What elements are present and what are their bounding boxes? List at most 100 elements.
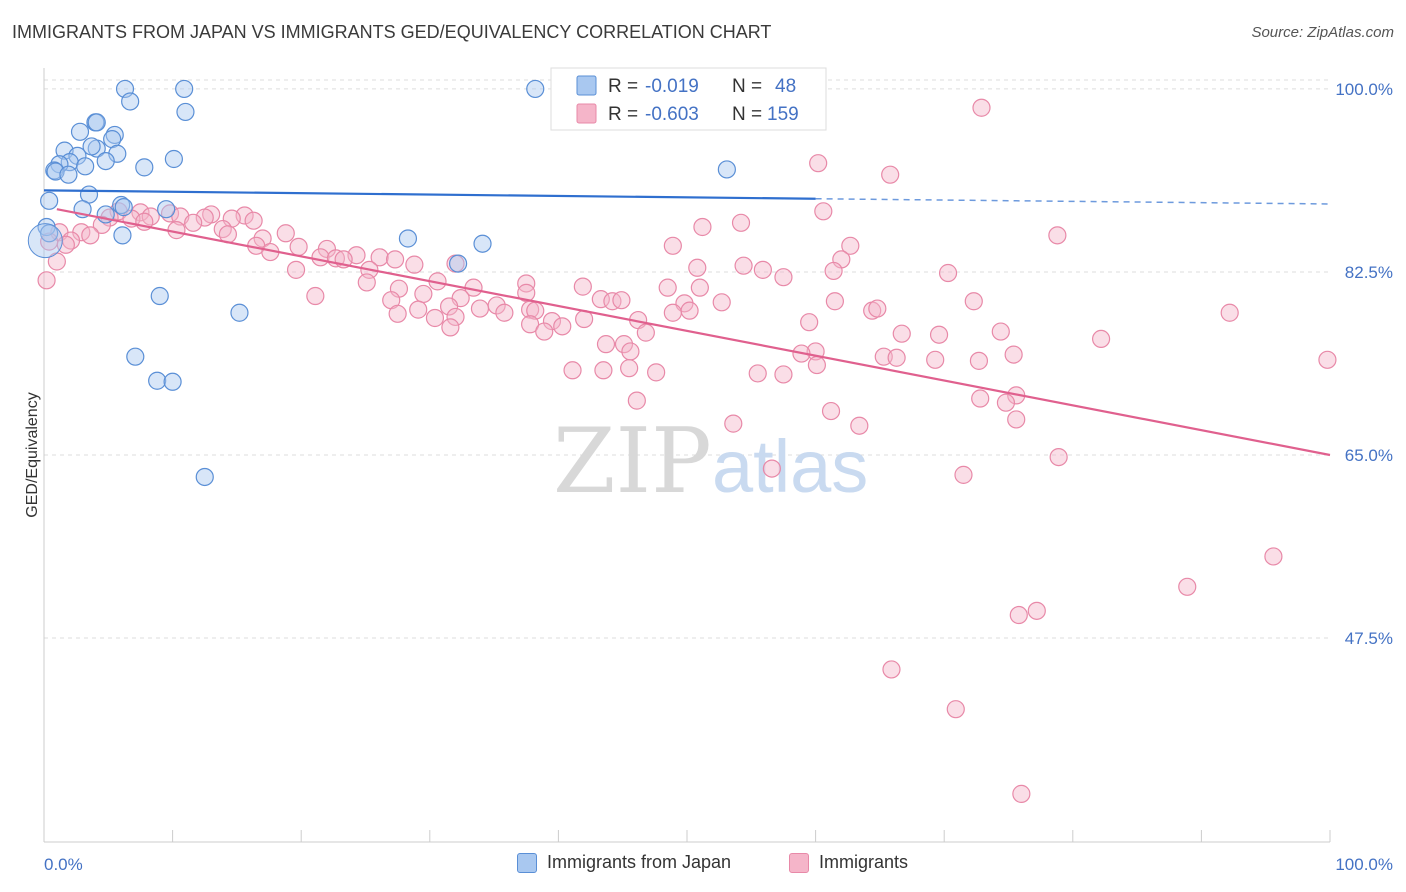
legend-n-label-2: N = <box>732 104 762 125</box>
data-point-immigrants <box>680 301 699 320</box>
data-point-japan <box>87 113 106 132</box>
data-point-immigrants <box>213 219 232 239</box>
data-point-immigrants <box>663 303 682 322</box>
stats-legend-box <box>550 67 827 131</box>
data-point-japan <box>164 149 183 169</box>
data-point-japan <box>59 165 78 184</box>
data-point-japan <box>40 191 59 210</box>
y-tick-label: 100.0% <box>1335 80 1393 99</box>
legend-n-value-1: 48 <box>775 76 796 97</box>
data-point-japan <box>96 151 115 171</box>
data-point-immigrants <box>1091 329 1111 348</box>
legend-n-label-1: N = <box>732 76 762 97</box>
data-point-immigrants <box>996 393 1016 412</box>
data-point-immigrants <box>289 237 308 256</box>
legend-swatch-pink <box>576 103 597 124</box>
data-point-immigrants <box>731 213 751 232</box>
data-point-japan <box>473 234 492 253</box>
data-point-japan <box>70 122 90 141</box>
data-point-immigrants <box>825 292 844 311</box>
y-tick-label: 47.5% <box>1345 629 1393 648</box>
data-point-immigrants <box>409 300 428 319</box>
data-point-immigrants <box>929 325 949 344</box>
data-point-immigrants <box>658 278 677 297</box>
data-point-immigrants <box>414 284 433 304</box>
data-point-immigrants <box>184 213 203 232</box>
data-point-japan <box>717 160 736 179</box>
data-point-japan <box>163 372 182 391</box>
data-point-immigrants <box>814 202 833 221</box>
data-point-immigrants <box>306 286 325 306</box>
data-point-immigrants <box>874 347 893 366</box>
data-point-immigrants <box>56 235 75 254</box>
data-point-immigrants <box>385 250 405 269</box>
data-point-immigrants <box>954 465 973 484</box>
data-point-immigrants <box>636 323 655 342</box>
data-point-immigrants <box>614 335 634 354</box>
data-point-immigrants <box>37 271 56 290</box>
data-point-immigrants <box>596 335 616 354</box>
data-point-immigrants <box>969 351 989 370</box>
data-point-japan <box>526 79 545 99</box>
data-point-immigrants <box>594 361 613 380</box>
data-point-immigrants <box>753 260 772 279</box>
chart-title: IMMIGRANTS FROM JAPAN VS IMMIGRANTS GED/… <box>12 22 772 42</box>
data-point-japan <box>135 158 154 177</box>
data-point-immigrants <box>762 459 781 478</box>
data-point-immigrants <box>1048 226 1067 245</box>
data-point-japan <box>176 102 195 122</box>
data-point-japan <box>76 157 95 176</box>
trend-line-japan-extension <box>815 197 1331 205</box>
data-point-immigrants <box>276 224 295 243</box>
legend-swatch-immigrants <box>789 852 809 873</box>
data-point-japan <box>157 200 176 219</box>
data-point-japan <box>150 286 169 306</box>
data-point-immigrants <box>946 700 965 719</box>
data-point-immigrants <box>938 263 958 283</box>
data-point-immigrants <box>926 350 945 369</box>
data-point-immigrants <box>807 355 826 375</box>
data-point-immigrants <box>841 236 860 255</box>
data-point-immigrants <box>1178 577 1197 596</box>
data-point-immigrants <box>627 391 646 410</box>
data-point-immigrants <box>244 211 263 230</box>
legend-r-label-1: R = <box>608 76 638 97</box>
x-tick-label-min: 0.0% <box>44 855 83 874</box>
data-point-immigrants <box>573 277 592 296</box>
data-point-immigrants <box>612 291 631 310</box>
data-point-immigrants <box>712 293 731 312</box>
data-point-immigrants <box>734 256 753 275</box>
data-point-japan <box>82 137 101 156</box>
data-point-immigrants <box>824 261 843 281</box>
data-point-immigrants <box>1004 345 1023 364</box>
data-point-immigrants <box>971 389 990 408</box>
legend-r-value-1: -0.019 <box>645 76 699 97</box>
data-point-immigrants <box>881 165 900 184</box>
data-point-immigrants <box>809 154 828 173</box>
stats-legend: R = -0.019 N = 48 R = -0.603 N = 159 <box>550 67 827 131</box>
data-point-japan <box>175 79 194 99</box>
data-point-immigrants <box>1264 547 1283 566</box>
y-tick-labels: 100.0% 82.5% 65.0% 47.5% <box>1335 80 1393 648</box>
data-point-immigrants <box>81 226 100 245</box>
data-point-immigrants <box>882 660 901 679</box>
data-point-immigrants <box>724 414 743 433</box>
data-point-immigrants <box>405 255 424 274</box>
data-point-japan <box>195 467 214 487</box>
data-point-immigrants <box>425 308 445 328</box>
data-point-japan <box>148 371 167 390</box>
trend-line-immigrants <box>56 208 1331 457</box>
data-point-japan <box>230 303 249 322</box>
data-point-immigrants <box>388 304 407 323</box>
data-point-immigrants <box>591 290 610 309</box>
data-point-immigrants <box>370 248 389 267</box>
data-point-immigrants <box>663 236 682 255</box>
data-point-japan <box>448 254 468 273</box>
trend-lines <box>43 189 1331 457</box>
data-point-immigrants <box>1012 784 1031 803</box>
x-tick-marks <box>43 830 1331 842</box>
x-tick-label-max: 100.0% <box>1335 855 1393 874</box>
data-point-immigrants <box>850 416 869 435</box>
data-point-immigrants <box>286 260 306 279</box>
